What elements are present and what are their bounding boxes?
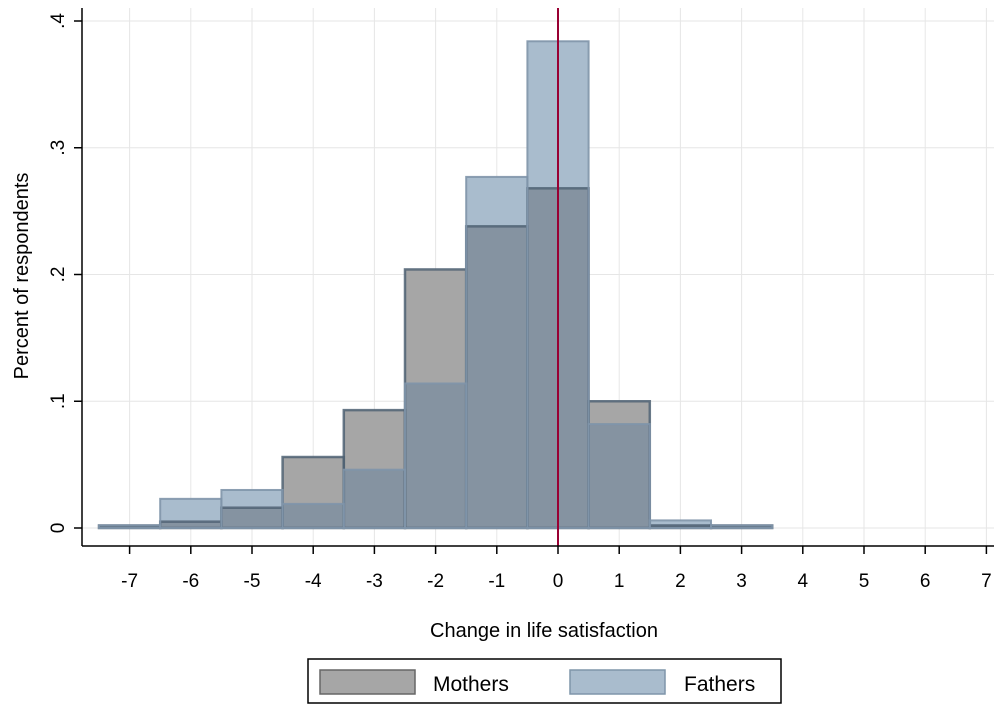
legend-swatch-mothers <box>319 669 416 695</box>
x-tick-label: -2 <box>427 571 444 592</box>
bar-fathers <box>160 498 222 522</box>
bars <box>97 40 774 530</box>
legend-label-fathers: Fathers <box>684 673 755 696</box>
bar-mothers <box>588 401 650 425</box>
legend-label-mothers: Mothers <box>433 673 509 696</box>
y-tick-label: .1 <box>48 393 69 409</box>
bar-overlap <box>405 383 467 528</box>
bar-overlap <box>99 525 161 528</box>
y-tick-label: 0 <box>48 523 69 534</box>
x-tick-label: -1 <box>488 571 505 592</box>
x-tick-label: -3 <box>366 571 383 592</box>
x-tick-label: 5 <box>859 571 870 592</box>
y-axis-title: Percent of respondents <box>11 173 33 380</box>
bar-overlap <box>282 503 344 528</box>
x-axis-title: Change in life satisfaction <box>430 620 658 642</box>
x-tick-label: -6 <box>182 571 199 592</box>
x-tick-label: 2 <box>675 571 686 592</box>
x-tick-label: -4 <box>305 571 322 592</box>
x-tick-label: 1 <box>614 571 625 592</box>
y-tick-label: .3 <box>48 140 69 156</box>
x-tick-label: 3 <box>736 571 747 592</box>
x-tick-label: 4 <box>798 571 809 592</box>
bar-mothers <box>343 410 405 470</box>
legend: Mothers Fathers <box>307 658 782 704</box>
legend-swatch-fathers <box>569 669 666 695</box>
x-tick-label: 0 <box>553 571 564 592</box>
bar-mothers <box>282 457 344 504</box>
bar-overlap <box>466 226 528 528</box>
bar-fathers <box>649 520 711 526</box>
bar-overlap <box>221 507 283 528</box>
bar-overlap <box>160 521 222 528</box>
y-tick-label: .2 <box>48 267 69 283</box>
bar-outline-fathers <box>648 519 712 530</box>
bar-overlap <box>343 469 405 528</box>
bar-fathers <box>466 176 528 227</box>
bar-overlap <box>711 525 773 528</box>
x-tick-label: 7 <box>981 571 992 592</box>
x-tick-label: -5 <box>244 571 261 592</box>
bar-mothers <box>405 269 467 384</box>
bar-overlap <box>649 525 711 528</box>
x-tick-label: 6 <box>920 571 931 592</box>
bar-overlap <box>588 424 650 528</box>
bar-fathers <box>221 489 283 508</box>
x-tick-label: -7 <box>121 571 138 592</box>
bar-outline-fathers <box>587 423 651 529</box>
y-tick-label: .4 <box>48 13 69 29</box>
bar-outline-fathers <box>710 524 774 530</box>
